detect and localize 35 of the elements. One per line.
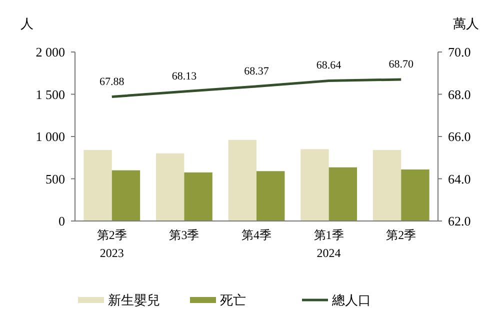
y-tick-label: 0 xyxy=(58,214,65,229)
legend-label: 死亡 xyxy=(220,292,246,308)
y-axis-title: 人 xyxy=(20,16,34,31)
bar xyxy=(156,153,184,221)
legend-label: 新生嬰兒 xyxy=(108,292,160,308)
y2-tick-label: 68.0 xyxy=(448,86,471,102)
bar xyxy=(328,167,358,221)
data-label: 67.88 xyxy=(100,76,125,88)
y2-tick-label: 66.0 xyxy=(448,129,471,144)
y-tick-label: 1 000 xyxy=(36,129,65,144)
data-label: 68.37 xyxy=(244,65,270,78)
bar xyxy=(372,150,402,221)
data-label: 68.70 xyxy=(388,58,414,70)
data-label: 68.64 xyxy=(316,60,342,72)
x-tick-label: 第2季 2023 xyxy=(96,228,127,260)
bar xyxy=(401,169,430,221)
legend-label: 總人口 xyxy=(331,292,371,308)
bar xyxy=(256,171,285,221)
x-tick-label: 第1季 2024 xyxy=(314,228,344,260)
data-label: 68.13 xyxy=(172,70,198,83)
y-tick-label: 1 500 xyxy=(36,86,65,102)
bar xyxy=(112,170,140,221)
bar xyxy=(300,149,329,221)
x-tick-label: 第3季 xyxy=(169,228,200,242)
y-tick-label: 2 000 xyxy=(36,44,65,60)
y-tick-label: 500 xyxy=(46,171,65,186)
x-tick-label: 第2季 xyxy=(386,228,416,242)
y2-axis-title: 萬人 xyxy=(453,16,479,31)
y2-tick-label: 70.0 xyxy=(448,44,471,60)
bar xyxy=(184,172,212,221)
bar xyxy=(84,150,112,221)
bar xyxy=(228,140,256,221)
y2-tick-label: 64.0 xyxy=(448,171,471,186)
x-tick-label: 第4季 xyxy=(242,228,272,242)
y2-tick-label: 62.0 xyxy=(448,214,471,229)
